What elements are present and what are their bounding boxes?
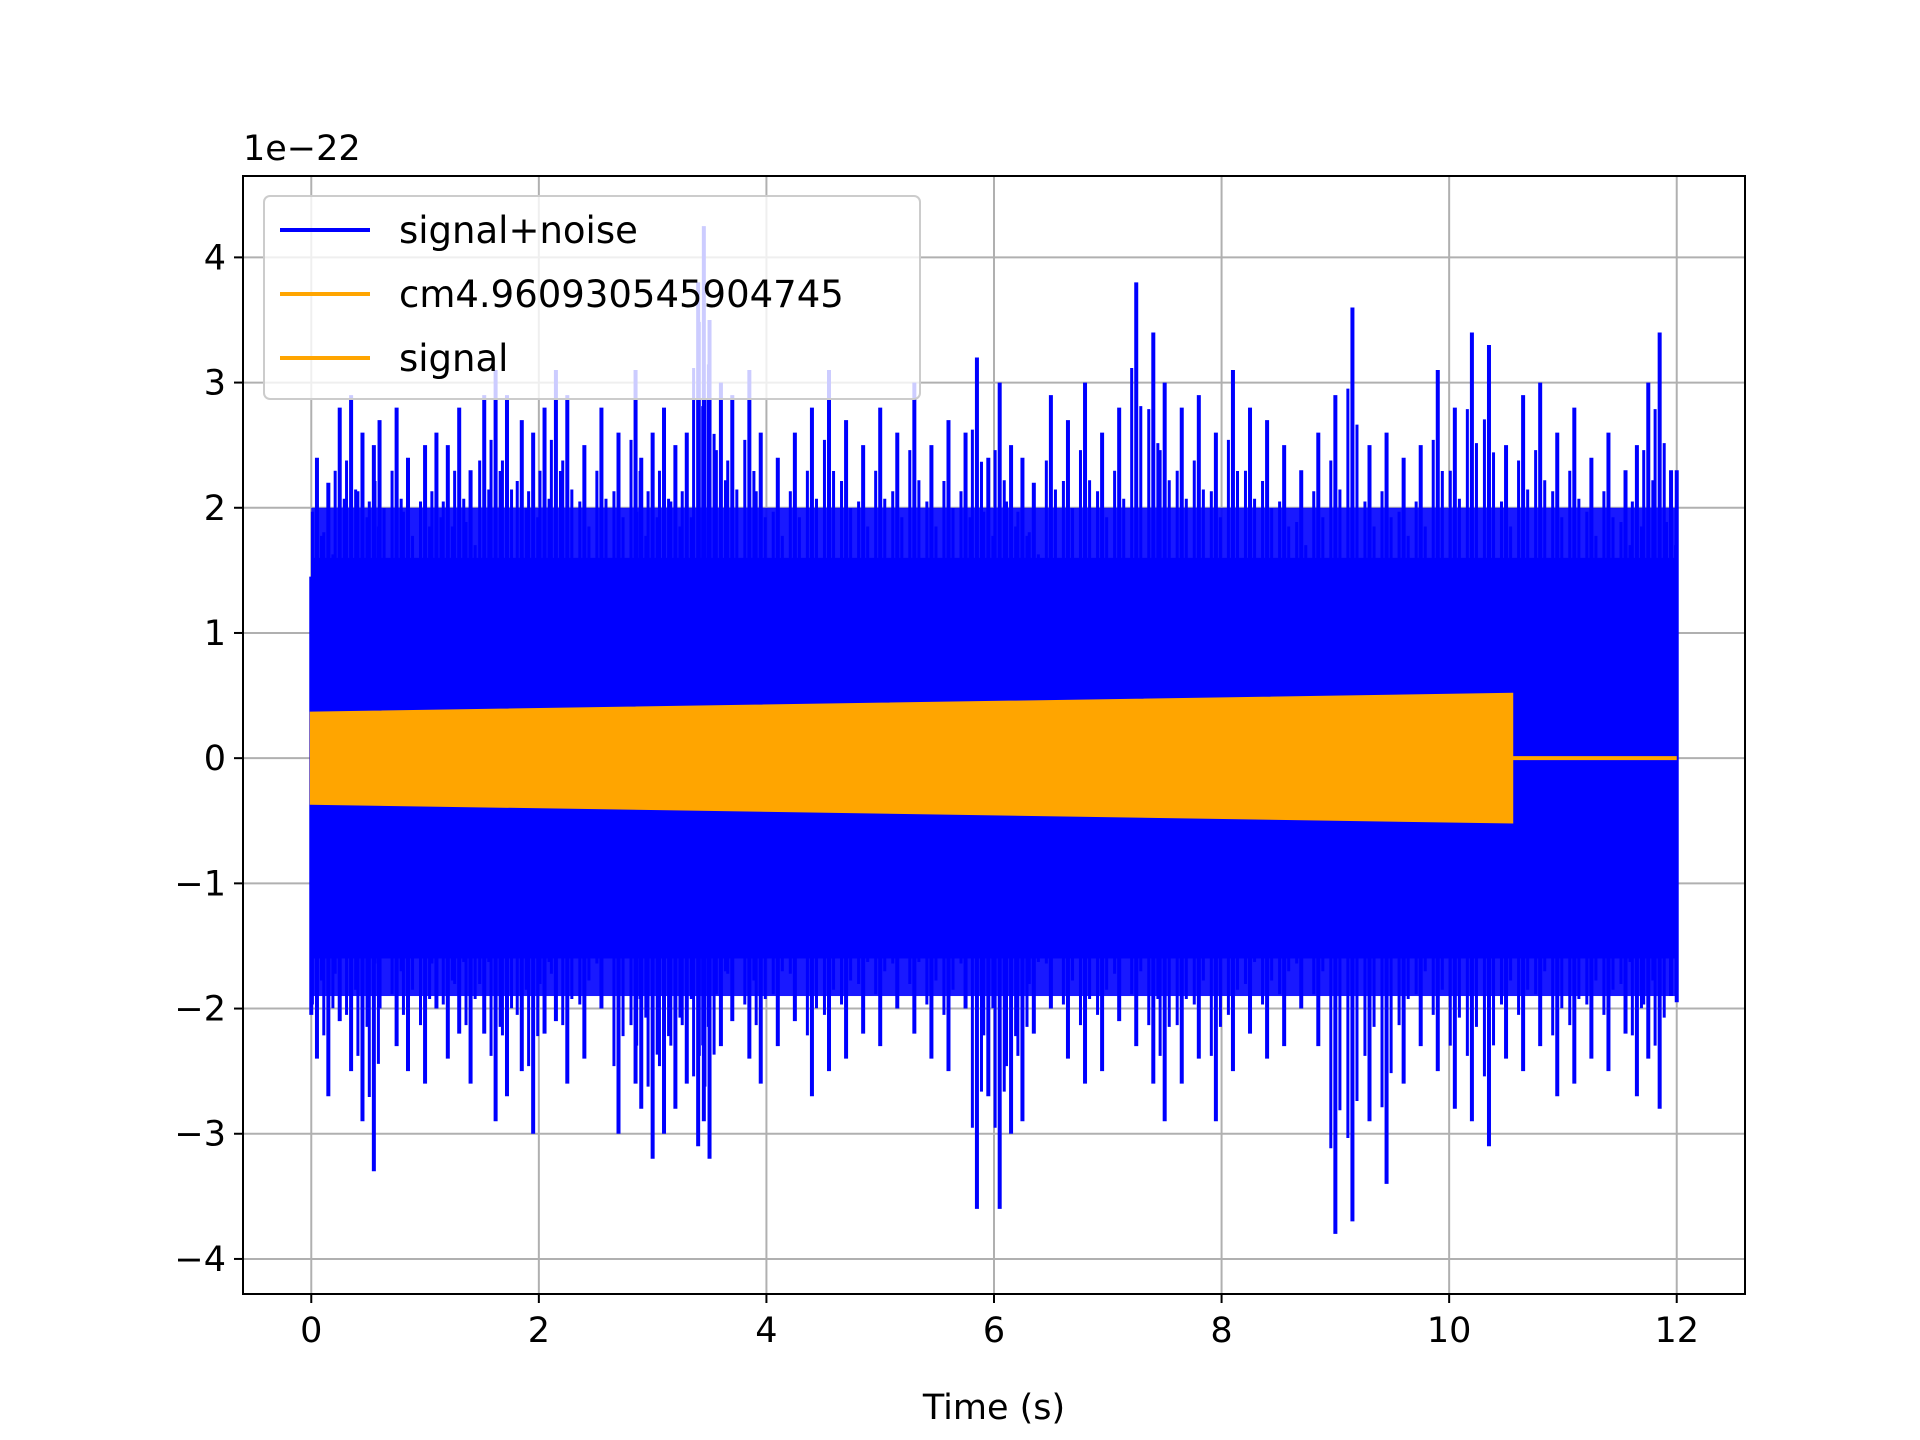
x-tick-label: 4 [755,1311,777,1351]
x-axis-label: Time (s) [922,1388,1065,1428]
y-tick-label: −1 [174,864,226,904]
signal-envelope [309,692,1514,824]
x-tick-label: 8 [1210,1311,1232,1351]
y-tick-label: 1 [204,614,226,654]
y-tick-label: −3 [174,1115,226,1155]
legend-label: cm4.960930545904745 [399,273,844,316]
y-tick-label: 4 [204,238,226,278]
x-tick-label: 10 [1427,1311,1472,1351]
y-tick-label: 2 [204,489,226,529]
y-tick-label: −4 [174,1240,226,1280]
y-tick-label: 3 [204,364,226,404]
y-tick-label: −2 [174,990,226,1030]
legend: signal+noise cm4.960930545904745 signal [263,195,921,400]
legend-label: signal+noise [399,209,638,252]
legend-box [263,195,921,400]
legend-label: signal [399,337,508,380]
x-tick-label: 2 [528,1311,550,1351]
y-offset-label: 1e−22 [243,129,361,169]
y-tick-label: 0 [204,739,226,779]
x-tick-label: 12 [1654,1311,1699,1351]
plot-series [309,226,1679,1234]
x-tick-label: 6 [983,1311,1005,1351]
x-tick-label: 0 [300,1311,322,1351]
